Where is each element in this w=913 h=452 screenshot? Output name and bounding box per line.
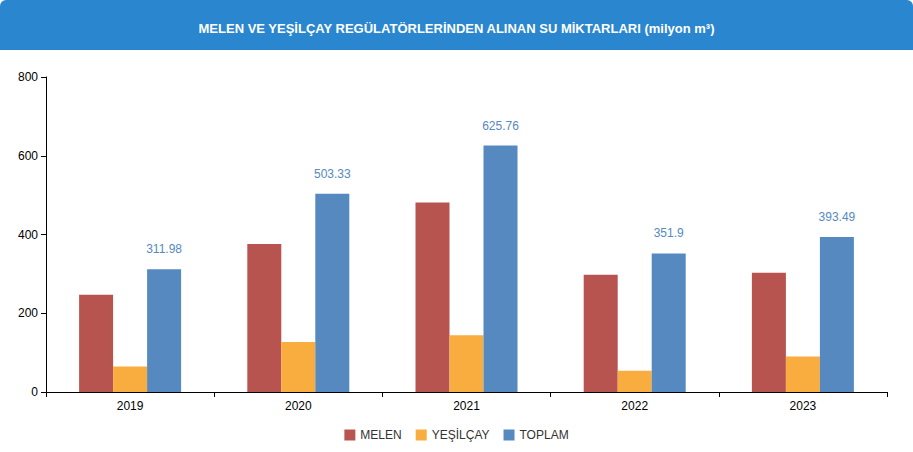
- svg-text:400: 400: [18, 228, 38, 242]
- svg-text:200: 200: [18, 306, 38, 320]
- svg-text:MELEN: MELEN: [360, 428, 401, 442]
- svg-text:0: 0: [31, 385, 38, 399]
- svg-text:503.33: 503.33: [314, 167, 351, 181]
- svg-text:2022: 2022: [621, 399, 648, 413]
- svg-text:351.9: 351.9: [654, 226, 684, 240]
- svg-text:TOPLAM: TOPLAM: [520, 428, 569, 442]
- svg-text:2021: 2021: [453, 399, 480, 413]
- svg-text:YEŞİLÇAY: YEŞİLÇAY: [432, 428, 490, 442]
- svg-text:2019: 2019: [117, 399, 144, 413]
- svg-text:MELEN VE YEŞİLÇAY REGÜLATÖRLER: MELEN VE YEŞİLÇAY REGÜLATÖRLERİNDEN ALIN…: [199, 21, 715, 36]
- svg-text:600: 600: [18, 149, 38, 163]
- svg-text:2023: 2023: [790, 399, 817, 413]
- svg-text:2020: 2020: [285, 399, 312, 413]
- svg-text:625.76: 625.76: [482, 119, 519, 133]
- svg-text:800: 800: [18, 70, 38, 84]
- svg-text:393.49: 393.49: [819, 210, 856, 224]
- svg-text:311.98: 311.98: [146, 242, 182, 256]
